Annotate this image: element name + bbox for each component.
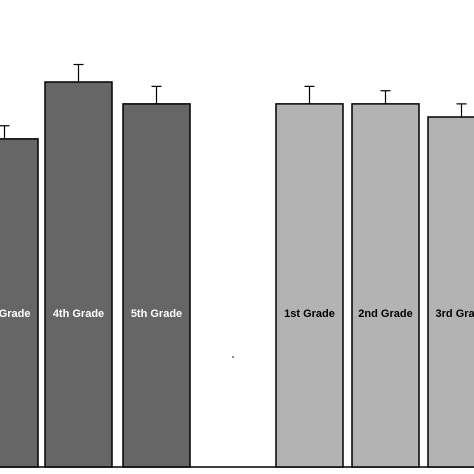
bar-label-g1-b1: 2nd Grade <box>358 308 412 320</box>
bar-g0-b2 <box>122 103 191 468</box>
bar-label-g0-b0: 3rd Grade <box>0 308 30 320</box>
bar-label-g1-b2: 3rd Grade <box>436 308 474 320</box>
bar-g1-b1 <box>351 103 420 468</box>
bar-label-g1-b0: 1st Grade <box>284 308 335 320</box>
bar-g1-b2 <box>427 116 474 468</box>
bar-g0-b1 <box>44 81 113 468</box>
bar-g1-b0 <box>275 103 344 468</box>
bar-g0-b0 <box>0 138 39 468</box>
bar-label-g0-b1: 4th Grade <box>53 308 104 320</box>
bar-label-g0-b2: 5th Grade <box>131 308 182 320</box>
stray-dot <box>232 356 234 358</box>
